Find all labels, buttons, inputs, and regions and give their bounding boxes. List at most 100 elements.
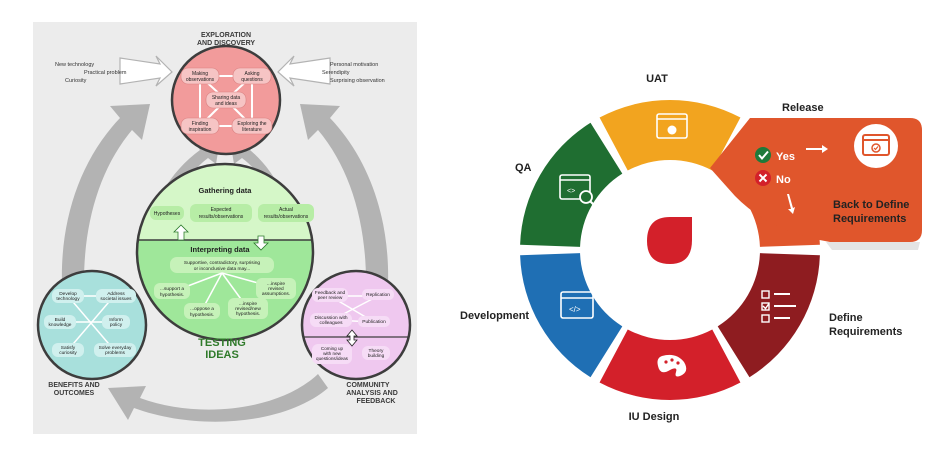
outcome-text: assumptions. xyxy=(262,291,290,297)
down-arrow-icon xyxy=(253,235,269,251)
gathering-box: Expected results/observations xyxy=(190,204,252,222)
exploration-title-2: AND DISCOVERY xyxy=(197,40,255,47)
outcome-text: revised/new xyxy=(235,306,261,312)
node-text: technology xyxy=(56,296,80,302)
node-text: questions/ideas xyxy=(316,356,349,361)
node-text: Replication xyxy=(366,292,390,298)
label-development: Development xyxy=(460,310,529,322)
benefits-node: Satisfy curiosity xyxy=(52,343,84,357)
double-arrow-icon xyxy=(346,329,358,347)
node-text: questions xyxy=(241,77,263,83)
up-arrow-icon xyxy=(173,224,189,241)
check-mark xyxy=(758,150,769,161)
label-define-1: Define xyxy=(829,312,863,324)
community-node: Discussion with colleagues xyxy=(310,313,352,327)
gathering-box: Hypotheses xyxy=(150,206,184,220)
testing-disc xyxy=(135,162,315,342)
node-text: colleagues xyxy=(320,320,344,326)
check-icon xyxy=(755,147,771,163)
ring-segment-qa xyxy=(520,122,623,247)
label-uat: UAT xyxy=(646,73,668,85)
node-text: problems xyxy=(105,350,125,356)
benefits-title-2: OUTCOMES xyxy=(54,390,95,397)
node-text: Solve everyday xyxy=(99,345,132,351)
exploration-title-1: EXPLORATION xyxy=(201,32,251,39)
benefits-node: Develop technology xyxy=(52,289,84,303)
community-node: Replication xyxy=(362,289,394,300)
node-text: Inform xyxy=(109,317,123,323)
outcome-text: hypothesis. xyxy=(190,312,214,318)
science-flowchart: New technology Practical problem Curiosi… xyxy=(36,32,412,422)
testing-title-2: IDEAS xyxy=(205,349,239,361)
node-text: literature xyxy=(242,127,262,133)
sdlc-cycle: Yes No Back to Define Requirements UAT R… xyxy=(460,73,922,423)
node-text: Exploring the xyxy=(237,121,266,127)
node-text: curiosity xyxy=(59,350,77,356)
gathering-title: Gathering data xyxy=(199,186,253,195)
interpreting-title: Interpreting data xyxy=(190,245,250,254)
community-title-1: COMMUNITY xyxy=(346,382,389,389)
teardrop-icon xyxy=(647,217,692,264)
node-text: with new xyxy=(323,351,342,356)
outcome-text: revised xyxy=(268,286,284,292)
input-right-2: Serendipity xyxy=(322,70,350,76)
back-to-define-2: Requirements xyxy=(833,213,906,225)
checklist-icon xyxy=(761,290,796,323)
node-text: Theory xyxy=(369,348,385,354)
ring-segment-uat xyxy=(599,100,741,171)
community-circle: Feedback and peer review Replication Dis… xyxy=(300,269,412,405)
box-text: results/observations xyxy=(199,214,244,220)
community-node: Coming up with new questions/ideas xyxy=(312,344,352,364)
node-text: Develop xyxy=(59,291,77,297)
exploration-circle: EXPLORATION AND DISCOVERY Making observa… xyxy=(170,32,282,156)
arrow-right-down xyxy=(300,104,389,285)
svg-text:</>: </> xyxy=(569,305,581,314)
back-to-define-1: Back to Define xyxy=(833,199,909,211)
node-text: Build xyxy=(55,317,66,323)
node-text: Sharing data xyxy=(212,95,241,101)
arrow-left-up xyxy=(61,104,150,285)
node-text: Feedback and xyxy=(315,290,346,296)
community-title-3: FEEDBACK xyxy=(357,398,396,405)
node-text: Making xyxy=(192,71,208,77)
browser-window-icon xyxy=(862,134,890,156)
ring-segment-development xyxy=(520,253,623,378)
input-arrow-left xyxy=(119,55,173,87)
outcome-text: ...support a xyxy=(160,286,184,292)
label-define-2: Requirements xyxy=(829,326,902,338)
exploration-node: Making observations xyxy=(180,67,220,85)
node-text: societal issues xyxy=(100,296,132,302)
input-left-1: New technology xyxy=(55,62,94,68)
benefits-node: Address societal issues xyxy=(96,289,136,303)
label-qa: QA xyxy=(515,162,532,174)
node-text: policy xyxy=(110,322,123,328)
close-mark xyxy=(758,173,768,183)
outcome-text: ...inspire xyxy=(267,281,285,287)
interpreting-center-2: or inconclusive data may... xyxy=(194,266,250,272)
community-title-2: ANALYSIS AND xyxy=(346,390,398,397)
box-text: results/observations xyxy=(264,214,309,220)
input-left-2: Practical problem xyxy=(84,70,127,76)
benefits-node: Inform policy xyxy=(102,315,130,329)
input-left-3: Curiosity xyxy=(65,78,87,84)
node-text: knowledge xyxy=(49,322,72,328)
down-arrow-icon xyxy=(787,194,795,214)
community-node: Publication xyxy=(358,316,390,327)
outcome-text: ...inspire xyxy=(239,301,257,307)
community-node: Theory building xyxy=(362,346,390,360)
input-right-1: Personal motivation xyxy=(330,62,378,68)
release-no-label: No xyxy=(776,174,791,186)
input-arrow-right xyxy=(277,55,331,87)
palette-icon xyxy=(657,354,687,377)
interpreting-center-box xyxy=(170,257,274,273)
box-text: Actual xyxy=(279,207,293,213)
label-release: Release xyxy=(782,102,824,114)
node-text: peer review xyxy=(318,295,343,301)
exploration-node: Finding inspiration xyxy=(180,117,220,135)
node-text: Address xyxy=(107,291,125,297)
interpreting-outcome: ...inspire revised/new hypothesis. xyxy=(228,298,268,319)
outcome-text: hypothesis. xyxy=(236,311,260,317)
exploration-inputs: New technology Practical problem Curiosi… xyxy=(55,55,385,87)
interpreting-outcome: ...oppose a hypothesis. xyxy=(184,303,220,319)
